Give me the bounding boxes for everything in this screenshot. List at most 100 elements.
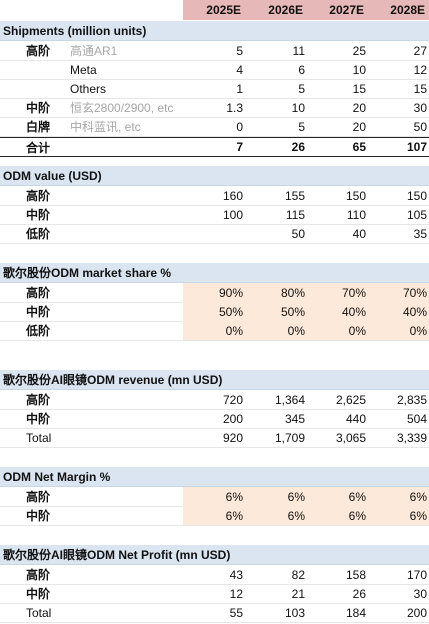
total-label[interactable]: Total [26, 430, 52, 445]
row-label[interactable]: Others [70, 81, 107, 96]
value-cell[interactable]: 70% [307, 283, 368, 302]
section-title[interactable]: 歌尔股份ODM market share % [3, 266, 172, 280]
value-cell[interactable]: 80% [245, 283, 307, 302]
tier-label[interactable] [24, 60, 68, 79]
tier-label[interactable]: 高阶 [26, 286, 51, 300]
row-label[interactable]: Meta [70, 62, 97, 77]
value-cell[interactable]: 155 [284, 188, 305, 203]
value-cell[interactable]: 105 [406, 207, 427, 222]
tier-label[interactable]: 中阶 [26, 509, 51, 523]
year-header-2025[interactable]: 2025E [183, 0, 245, 20]
value-cell[interactable]: 20 [352, 100, 366, 115]
value-cell[interactable]: 5 [298, 81, 305, 96]
value-cell[interactable]: 158 [345, 567, 366, 582]
tier-label[interactable]: 中阶 [26, 412, 51, 426]
value-cell[interactable]: 6% [307, 506, 368, 525]
total-cell[interactable]: 184 [345, 605, 366, 620]
value-cell[interactable]: 50% [245, 302, 307, 321]
value-cell[interactable]: 5 [236, 43, 243, 58]
value-cell[interactable]: 27 [413, 43, 427, 58]
value-cell[interactable]: 720 [222, 392, 243, 407]
section-title[interactable]: 歌尔股份AI眼镜ODM Net Profit (mn USD) [3, 548, 231, 562]
value-cell[interactable]: 40 [352, 226, 366, 241]
value-cell[interactable]: 50 [291, 226, 305, 241]
value-cell[interactable]: 160 [222, 188, 243, 203]
value-cell[interactable]: 82 [291, 567, 305, 582]
value-cell[interactable]: 2,625 [335, 392, 366, 407]
tier-label[interactable]: 中阶 [26, 208, 51, 222]
value-cell[interactable]: 90% [183, 283, 245, 302]
section-title[interactable]: ODM Net Margin % [3, 469, 111, 484]
total-cell[interactable]: 1,709 [274, 430, 305, 445]
value-cell[interactable]: 504 [406, 411, 427, 426]
value-cell[interactable]: 440 [345, 411, 366, 426]
value-cell[interactable]: 2,835 [396, 392, 427, 407]
tier-label[interactable]: 中阶 [26, 305, 51, 319]
value-cell[interactable]: 150 [345, 188, 366, 203]
value-cell[interactable]: 35 [413, 226, 427, 241]
value-cell[interactable]: 15 [413, 81, 427, 96]
value-cell[interactable]: 30 [413, 586, 427, 601]
total-cell[interactable]: 26 [291, 140, 305, 154]
section-title[interactable]: 歌尔股份AI眼镜ODM revenue (mn USD) [3, 373, 223, 387]
value-cell[interactable]: 6 [298, 62, 305, 77]
value-cell[interactable]: 0% [183, 321, 245, 340]
value-cell[interactable]: 21 [291, 586, 305, 601]
value-cell[interactable] [183, 224, 245, 243]
total-cell[interactable]: 103 [284, 605, 305, 620]
year-header-2028[interactable]: 2028E [368, 0, 429, 20]
value-cell[interactable]: 70% [368, 283, 429, 302]
year-header-2027[interactable]: 2027E [307, 0, 368, 20]
value-cell[interactable]: 40% [368, 302, 429, 321]
tier-label[interactable]: 高阶 [26, 568, 51, 582]
tier-label[interactable]: 低阶 [26, 227, 51, 241]
total-cell[interactable]: 7 [236, 140, 243, 154]
value-cell[interactable]: 10 [352, 62, 366, 77]
value-cell[interactable]: 25 [352, 43, 366, 58]
value-cell[interactable]: 6% [368, 506, 429, 525]
row-label[interactable]: 高通AR1 [70, 44, 118, 58]
total-cell[interactable]: 3,065 [335, 430, 366, 445]
value-cell[interactable]: 1.3 [226, 100, 243, 115]
value-cell[interactable]: 15 [352, 81, 366, 96]
value-cell[interactable]: 0 [236, 119, 243, 134]
value-cell[interactable]: 50 [413, 119, 427, 134]
value-cell[interactable]: 50% [183, 302, 245, 321]
value-cell[interactable]: 6% [183, 506, 245, 525]
value-cell[interactable]: 110 [346, 207, 366, 222]
value-cell[interactable]: 6% [183, 487, 245, 506]
value-cell[interactable]: 0% [307, 321, 368, 340]
tier-label[interactable]: 中阶 [26, 101, 51, 115]
total-cell[interactable]: 55 [229, 605, 243, 620]
tier-label[interactable]: 高阶 [26, 189, 51, 203]
year-header-2026[interactable]: 2026E [245, 0, 307, 20]
value-cell[interactable]: 12 [229, 586, 243, 601]
tier-label[interactable]: 低阶 [26, 324, 51, 338]
total-label[interactable]: 合计 [26, 140, 51, 155]
total-cell[interactable]: 200 [406, 605, 427, 620]
value-cell[interactable]: 1 [236, 81, 243, 96]
value-cell[interactable]: 26 [352, 586, 366, 601]
value-cell[interactable]: 11 [292, 43, 305, 58]
value-cell[interactable]: 40% [307, 302, 368, 321]
value-cell[interactable]: 6% [245, 506, 307, 525]
total-cell[interactable]: 3,339 [396, 430, 427, 445]
tier-label[interactable]: 高阶 [26, 490, 51, 504]
value-cell[interactable]: 150 [406, 188, 427, 203]
value-cell[interactable]: 20 [352, 119, 366, 134]
value-cell[interactable]: 1,364 [274, 392, 305, 407]
total-cell[interactable]: 65 [352, 140, 366, 154]
tier-label[interactable]: 白牌 [26, 120, 51, 134]
tier-label[interactable]: 中阶 [26, 587, 51, 601]
section-title[interactable]: ODM value (USD) [3, 168, 102, 183]
value-cell[interactable]: 43 [229, 567, 243, 582]
value-cell[interactable]: 6% [307, 487, 368, 506]
value-cell[interactable]: 170 [406, 567, 427, 582]
value-cell[interactable]: 4 [236, 62, 243, 77]
value-cell[interactable]: 0% [368, 321, 429, 340]
value-cell[interactable]: 115 [285, 207, 305, 222]
row-label[interactable]: 恒玄2800/2900, etc [70, 101, 174, 115]
tier-label[interactable]: 高阶 [26, 393, 51, 407]
total-cell[interactable]: 107 [406, 140, 427, 154]
total-label[interactable]: Total [26, 605, 52, 620]
